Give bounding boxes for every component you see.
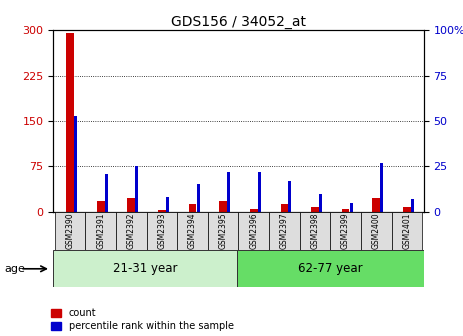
Bar — [250, 209, 257, 212]
Bar — [53, 250, 237, 287]
Text: 21-31 year: 21-31 year — [113, 262, 177, 275]
Text: GSM2399: GSM2399 — [341, 213, 350, 249]
Bar — [411, 199, 414, 212]
Bar — [237, 250, 424, 287]
Text: GSM2397: GSM2397 — [280, 213, 289, 249]
Bar — [196, 184, 200, 212]
Bar — [105, 174, 108, 212]
Bar — [269, 212, 300, 250]
Text: GSM2394: GSM2394 — [188, 213, 197, 249]
Bar — [97, 201, 105, 212]
Bar — [311, 207, 319, 212]
Bar — [74, 116, 77, 212]
Bar — [85, 212, 116, 250]
Bar — [258, 172, 261, 212]
Text: GSM2401: GSM2401 — [402, 213, 411, 249]
Text: GSM2396: GSM2396 — [249, 213, 258, 249]
Bar — [361, 212, 392, 250]
Bar — [127, 198, 135, 212]
Legend: count, percentile rank within the sample: count, percentile rank within the sample — [51, 308, 234, 331]
Bar — [372, 198, 380, 212]
Bar — [403, 207, 411, 212]
Bar — [350, 203, 353, 212]
Bar — [342, 209, 350, 212]
Bar — [227, 172, 230, 212]
Bar — [281, 204, 288, 212]
Text: GSM2391: GSM2391 — [96, 213, 105, 249]
Bar — [158, 210, 166, 212]
Bar — [380, 163, 383, 212]
Bar — [147, 212, 177, 250]
Title: GDS156 / 34052_at: GDS156 / 34052_at — [171, 15, 306, 29]
Text: age: age — [5, 264, 25, 274]
Bar — [116, 212, 147, 250]
Bar — [238, 212, 269, 250]
Bar — [66, 33, 74, 212]
Bar — [288, 181, 291, 212]
Text: GSM2398: GSM2398 — [311, 213, 319, 249]
Text: GSM2390: GSM2390 — [66, 213, 75, 249]
Bar — [166, 197, 169, 212]
Text: GSM2400: GSM2400 — [372, 213, 381, 249]
Text: GSM2395: GSM2395 — [219, 213, 228, 249]
Bar — [330, 212, 361, 250]
Bar — [219, 201, 227, 212]
Bar — [189, 204, 196, 212]
Bar — [177, 212, 208, 250]
Bar — [55, 212, 85, 250]
Text: GSM2392: GSM2392 — [127, 213, 136, 249]
Bar — [135, 166, 138, 212]
Bar — [300, 212, 330, 250]
Bar — [392, 212, 422, 250]
Text: GSM2393: GSM2393 — [157, 213, 166, 249]
Bar — [319, 194, 322, 212]
Text: 62-77 year: 62-77 year — [298, 262, 363, 275]
Bar — [208, 212, 238, 250]
